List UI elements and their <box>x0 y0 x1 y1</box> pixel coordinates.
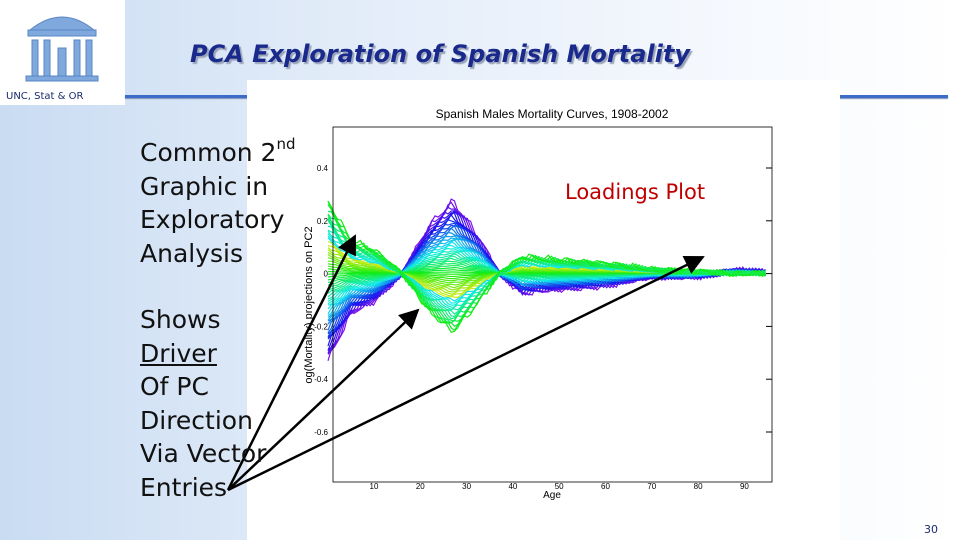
x-tick-label: 60 <box>601 482 610 491</box>
slide-title: PCA Exploration of Spanish Mortality <box>190 40 690 68</box>
y-axis-label: og(Mortality) projections on PC2 <box>303 226 315 383</box>
x-tick-label: 10 <box>370 482 379 491</box>
text-line: Exploratory <box>140 205 285 235</box>
x-tick-label: 70 <box>647 482 656 491</box>
ticks: 10 20 30 40 50 60 70 80 90 0.4 0.2 0 -0.2 -0.4 -0.6 <box>314 164 772 491</box>
text-line: Via Vector <box>140 439 267 469</box>
y-tick-label: -0.4 <box>314 375 328 384</box>
x-tick-label: 40 <box>508 482 517 491</box>
y-tick-label: -0.2 <box>314 322 328 331</box>
arrow <box>226 234 357 491</box>
logo-icon <box>25 16 99 82</box>
text-line: Graphic in <box>140 171 269 201</box>
text-block: Shows Driver Of PC Direction Via Vector … <box>140 303 266 505</box>
plot-frame <box>332 126 773 483</box>
arrow <box>227 308 420 491</box>
page-number: 30 <box>924 523 938 536</box>
text-line: Entries <box>140 472 228 502</box>
x-axis-label: Age <box>543 490 561 501</box>
logo: UNC, Stat & OR <box>0 0 125 105</box>
x-tick-label: 90 <box>740 482 749 491</box>
y-tick-label: 0.4 <box>317 164 329 173</box>
superscript: nd <box>276 135 296 153</box>
text-block: Common 2nd Graphic in Exploratory Analys… <box>140 136 295 270</box>
text-line: Shows <box>140 305 221 334</box>
arrow <box>227 255 705 492</box>
text-line: Of PC <box>140 372 209 402</box>
x-tick-label: 30 <box>462 482 471 491</box>
x-tick-label: 50 <box>555 482 564 491</box>
y-tick-label: -0.6 <box>314 428 328 437</box>
y-tick-label: 0 <box>324 270 329 279</box>
text-line: Driver <box>140 338 217 368</box>
x-tick-label: 80 <box>694 482 703 491</box>
text-line: Common 2nd <box>140 136 295 170</box>
arrows <box>226 234 705 492</box>
logo-caption: UNC, Stat & OR <box>6 91 84 102</box>
plot-title: Spanish Males Mortality Curves, 1908-200… <box>436 107 669 121</box>
text: Common 2 <box>140 138 277 167</box>
annotation: Loadings Plot <box>565 180 706 204</box>
text-line: Analysis <box>140 238 244 268</box>
y-tick-label: 0.2 <box>317 217 329 226</box>
text-line: Direction <box>140 405 253 435</box>
x-tick-label: 20 <box>416 482 425 491</box>
